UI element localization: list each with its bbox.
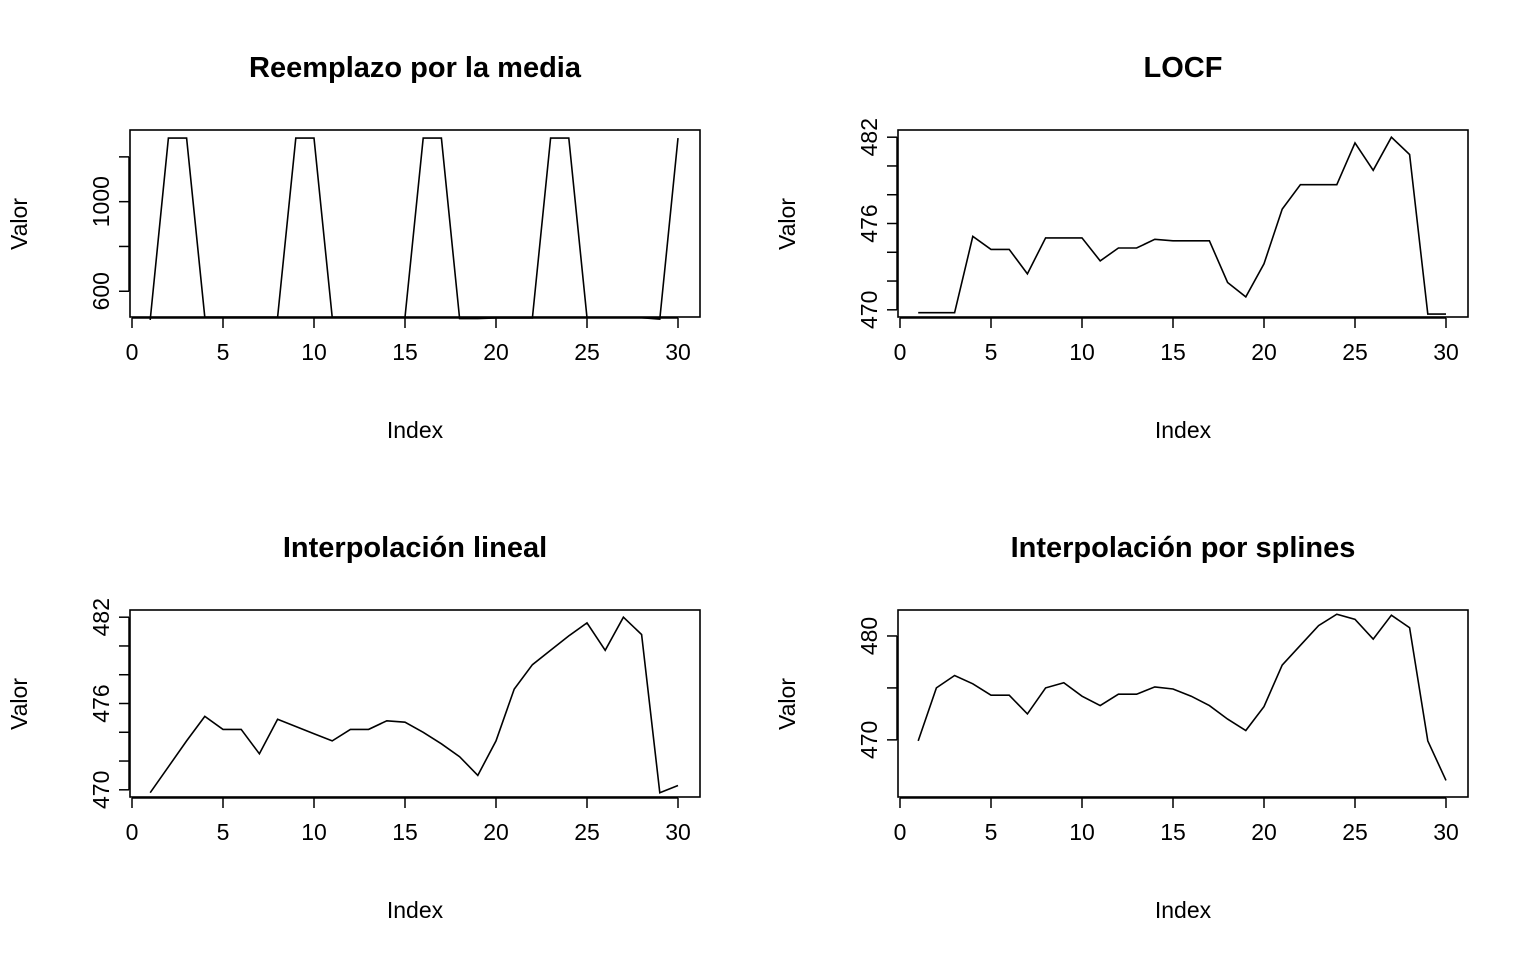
y-tick-label: 476 bbox=[88, 684, 114, 722]
x-axis-label: Index bbox=[1155, 897, 1212, 923]
y-tick-label: 482 bbox=[88, 598, 114, 636]
series-line bbox=[918, 135, 1446, 315]
chart-title: Interpolación por splines bbox=[1011, 532, 1356, 564]
y-tick-label: 470 bbox=[88, 771, 114, 809]
y-axis-label: Valor bbox=[6, 678, 32, 730]
y-axis-label: Valor bbox=[774, 678, 800, 730]
y-axis-label: Valor bbox=[6, 198, 32, 250]
x-tick-label: 20 bbox=[483, 819, 509, 845]
x-tick-label: 30 bbox=[665, 339, 691, 365]
x-tick-label: 5 bbox=[217, 339, 230, 365]
x-axis-label: Index bbox=[1155, 417, 1212, 443]
x-tick-label: 10 bbox=[301, 819, 327, 845]
x-tick-label: 0 bbox=[126, 819, 139, 845]
y-tick-label: 482 bbox=[856, 118, 882, 156]
x-tick-label: 5 bbox=[217, 819, 230, 845]
x-tick-label: 15 bbox=[392, 339, 418, 365]
series-line bbox=[917, 613, 1447, 781]
x-tick-label: 5 bbox=[985, 339, 998, 365]
y-tick-label: 600 bbox=[88, 272, 114, 310]
x-tick-label: 15 bbox=[1160, 819, 1186, 845]
x-tick-label: 25 bbox=[574, 339, 600, 365]
x-tick-label: 0 bbox=[894, 339, 907, 365]
y-axis-label: Valor bbox=[774, 198, 800, 250]
x-axis-label: Index bbox=[387, 897, 444, 923]
y-tick-label: 480 bbox=[856, 617, 882, 655]
y-tick-label: 476 bbox=[856, 204, 882, 242]
x-tick-label: 25 bbox=[1342, 819, 1368, 845]
x-tick-label: 0 bbox=[894, 819, 907, 845]
y-tick-label: 470 bbox=[856, 721, 882, 759]
x-tick-label: 10 bbox=[1069, 339, 1095, 365]
chart-title: Reemplazo por la media bbox=[249, 52, 582, 84]
x-tick-label: 10 bbox=[1069, 819, 1095, 845]
plot-frame bbox=[129, 129, 701, 318]
x-tick-label: 30 bbox=[1433, 819, 1459, 845]
x-tick-label: 25 bbox=[1342, 339, 1368, 365]
panel-interpolacion-lineal: Interpolación lineal Index Valor 0 5 10 15 2… bbox=[6, 532, 701, 923]
panel-interpolacion-splines: Interpolación por splines Index Valor 0 5… bbox=[774, 532, 1469, 923]
x-tick-label: 30 bbox=[1433, 339, 1459, 365]
panel-reemplazo-media: Reemplazo por la media Index Valor 0 5 10 1… bbox=[6, 52, 701, 443]
plot-frame bbox=[897, 609, 1469, 798]
x-tick-label: 15 bbox=[1160, 339, 1186, 365]
y-tick-label: 470 bbox=[856, 291, 882, 329]
panel-locf: LOCF Index Valor 0 5 10 15 20 25 30 470 476 482 bbox=[774, 52, 1469, 443]
chart-title: Interpolación lineal bbox=[283, 532, 547, 564]
x-tick-label: 15 bbox=[392, 819, 418, 845]
series-line bbox=[149, 615, 679, 794]
y-tick-label: 1000 bbox=[88, 176, 114, 227]
x-tick-label: 20 bbox=[483, 339, 509, 365]
x-tick-label: 10 bbox=[301, 339, 327, 365]
x-axis-label: Index bbox=[387, 417, 444, 443]
x-tick-label: 20 bbox=[1251, 339, 1277, 365]
x-tick-label: 0 bbox=[126, 339, 139, 365]
x-tick-label: 20 bbox=[1251, 819, 1277, 845]
chart-title: LOCF bbox=[1144, 52, 1223, 84]
x-tick-label: 30 bbox=[665, 819, 691, 845]
plot-frame bbox=[897, 129, 1469, 318]
x-tick-label: 25 bbox=[574, 819, 600, 845]
x-tick-label: 5 bbox=[985, 819, 998, 845]
series-line bbox=[149, 137, 679, 321]
plot-frame bbox=[129, 609, 701, 798]
